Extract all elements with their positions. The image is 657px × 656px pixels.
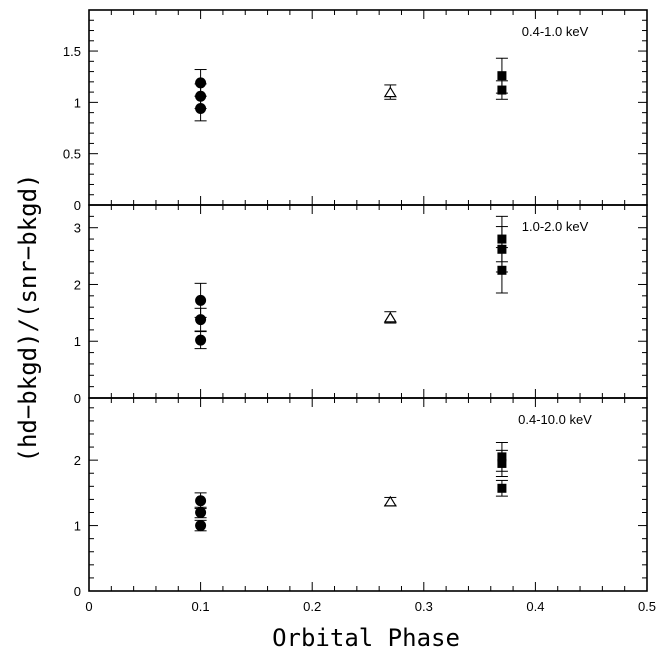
data-point-circle (195, 77, 207, 89)
data-point-triangle (383, 311, 397, 323)
data-point-circle (195, 520, 207, 532)
x-tick-label: 0.5 (638, 599, 656, 614)
y-tick-label: 1.5 (63, 44, 81, 59)
data-point-square (497, 265, 507, 275)
band-label: 0.4-1.0 keV (522, 24, 589, 39)
data-point-circle (195, 334, 207, 346)
y-tick-label: 0 (74, 584, 81, 599)
data-point-circle (195, 103, 207, 115)
y-tick-label: 0 (74, 391, 81, 406)
y-tick-label: 1 (74, 95, 81, 110)
data-point-square (497, 458, 507, 468)
data-point-triangle (383, 86, 397, 98)
panel-3: 0 1 2 0.4-10.0 keV (74, 397, 648, 599)
band-label: 1.0-2.0 keV (522, 219, 589, 234)
x-tick-label: 0.4 (526, 599, 544, 614)
y-tick-label: 1 (74, 334, 81, 349)
data-point-square (497, 71, 507, 81)
y-axis-title: (hd−bkgd)/(snr−bkgd) (14, 174, 42, 463)
y-tick-label: 0 (74, 198, 81, 213)
data-point-circle (195, 495, 207, 507)
data-point-square (497, 85, 507, 95)
band-label: 0.4-10.0 keV (518, 412, 592, 427)
x-tick-label: 0.1 (192, 599, 210, 614)
data-point-triangle (383, 495, 397, 507)
data-point-circle (195, 294, 207, 306)
data-point-square (497, 483, 507, 493)
panel-1: 0 0.5 1 1.5 0.4-1.0 keV (63, 9, 648, 213)
panel-frame (88, 9, 648, 206)
data-point-circle (195, 314, 207, 326)
panel-frame (88, 397, 648, 592)
y-tick-label: 3 (74, 221, 81, 236)
y-tick-label: 1 (74, 519, 81, 534)
x-axis-title: Orbital Phase (272, 624, 460, 651)
data-point-circle (195, 506, 207, 518)
y-tick-label: 2 (74, 277, 81, 292)
x-tick-label: 0 (85, 599, 92, 614)
panel-2: 0 1 2 3 1.0-2.0 keV (74, 204, 648, 406)
y-tick-label: 2 (74, 453, 81, 468)
x-tick-label: 0.2 (303, 599, 321, 614)
panels: 0 0.5 1 1.5 0.4-1.0 keV 0 1 2 3 1.0-2.0 keV 0 1 2 0.4… (63, 9, 656, 614)
x-tick-label: 0.3 (415, 599, 433, 614)
y-tick-label: 0.5 (63, 147, 81, 162)
